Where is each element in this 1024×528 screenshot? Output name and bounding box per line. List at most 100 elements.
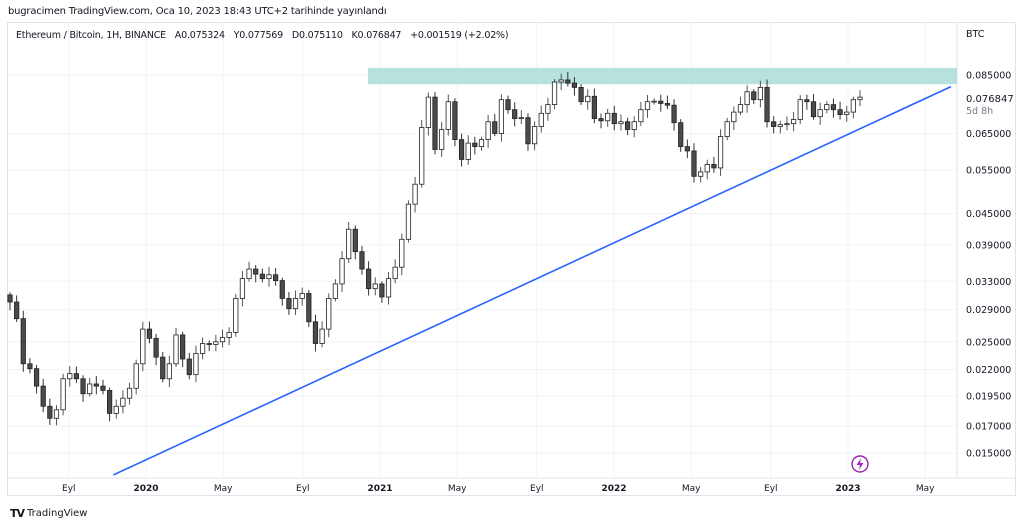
high-value: Y0.077569 <box>233 30 284 41</box>
candle-body <box>757 87 763 101</box>
candle-body <box>100 385 106 391</box>
candle-body <box>173 334 179 365</box>
candle-body <box>605 112 611 122</box>
candle-body <box>458 139 465 160</box>
y-tick-label: 0.055000 <box>966 165 1011 176</box>
candle-body <box>166 363 172 380</box>
change-value: +0.001519 (+2.02%) <box>410 30 509 41</box>
candle-body <box>432 96 438 150</box>
candle-body <box>286 298 292 310</box>
candle-body <box>292 298 299 310</box>
candle-body <box>27 363 33 370</box>
candle-body <box>790 119 797 125</box>
candle-body <box>505 99 511 111</box>
candle-body <box>551 81 558 106</box>
candle-body <box>844 111 850 115</box>
candle-body <box>817 109 823 118</box>
x-tick-label: Eyl <box>296 484 310 494</box>
candle-body <box>80 378 86 395</box>
footer: TV TradingView <box>10 507 87 520</box>
y-tick-label: 0.025000 <box>966 337 1011 348</box>
y-tick-label: 0.022000 <box>966 365 1011 376</box>
candle-body <box>312 321 319 344</box>
candle-body <box>7 294 13 303</box>
candle-body <box>492 121 498 134</box>
candle-body <box>47 405 53 419</box>
candle-body <box>126 387 133 399</box>
candle-body <box>352 228 358 253</box>
candle-body <box>525 117 531 145</box>
candle-body <box>585 95 591 103</box>
candle-body <box>751 91 757 101</box>
price-axis: 0.085000 0.065000 0.055000 0.045000 0.039000… <box>966 71 1011 460</box>
candle-body <box>299 293 305 299</box>
tradingview-logo[interactable]: TV <box>10 507 25 520</box>
candle-body <box>465 142 471 160</box>
lightning-icon[interactable] <box>851 455 869 473</box>
candle-body <box>565 79 571 84</box>
candle-body <box>339 258 345 285</box>
candle-body <box>545 104 551 114</box>
x-tick-label: Eyl <box>764 484 778 494</box>
candle-body <box>717 136 724 169</box>
candle-body <box>737 104 744 113</box>
candle-body <box>372 283 378 290</box>
y-tick-label: 0.045000 <box>966 209 1011 220</box>
candle-body <box>180 334 186 360</box>
x-tick-label: Eyl <box>530 484 544 494</box>
candle-body <box>744 91 750 106</box>
candle-body <box>472 142 478 148</box>
candle-body <box>618 121 624 125</box>
candle-body <box>379 283 385 298</box>
candle-body <box>810 101 817 118</box>
y-tick-label: 0.065000 <box>966 129 1011 140</box>
candle-body <box>332 283 338 299</box>
candle-body <box>213 341 219 345</box>
candle-body <box>73 373 80 380</box>
candle-body <box>797 99 803 120</box>
candle-body <box>644 101 651 111</box>
symbol-label: Ethereum / Bitcoin, 1H, BINANCE <box>16 30 166 41</box>
candle-body <box>279 280 285 299</box>
candle-body <box>439 129 445 150</box>
candle-body <box>120 397 126 407</box>
countdown-label: 5d 8h <box>966 106 993 117</box>
candle-body <box>571 82 578 88</box>
candle-body <box>266 274 272 280</box>
x-tick-label: 2022 <box>601 484 626 494</box>
candle-body <box>107 390 113 414</box>
candle-body <box>239 278 246 299</box>
x-tick-label: May <box>682 484 701 494</box>
y-tick-label: 0.029000 <box>966 305 1011 316</box>
low-value: D0.075110 <box>291 30 343 41</box>
candle-body <box>412 183 418 205</box>
candle-body <box>233 298 239 333</box>
candle-body <box>452 101 458 141</box>
y-tick-label: 0.019500 <box>966 391 1011 402</box>
candle-body <box>684 146 690 152</box>
candle-body <box>346 228 352 260</box>
publish-info: bugracimen TradingView.com, Oca 10, 2023… <box>8 6 387 17</box>
candle-body <box>664 103 671 106</box>
close-value: K0.076847 <box>351 30 402 41</box>
candle-body <box>678 122 684 148</box>
candle-body <box>638 109 644 123</box>
candle-body <box>146 328 153 339</box>
candle-body <box>60 378 66 411</box>
candle-body <box>771 121 777 127</box>
candle-body <box>93 383 99 387</box>
drawings <box>112 67 957 476</box>
candle-body <box>20 318 26 365</box>
candle-body <box>764 87 770 123</box>
candle-body <box>804 99 810 103</box>
last-price-label: 0.076847 <box>966 94 1014 105</box>
candle-body <box>319 328 325 344</box>
candle-body <box>512 109 518 119</box>
chart-panel[interactable] <box>7 22 1016 496</box>
candle-body <box>306 293 312 323</box>
y-tick-label: 0.017000 <box>966 421 1011 432</box>
candle-body <box>399 238 405 268</box>
candle-body <box>824 104 830 111</box>
candle-body <box>67 373 73 380</box>
